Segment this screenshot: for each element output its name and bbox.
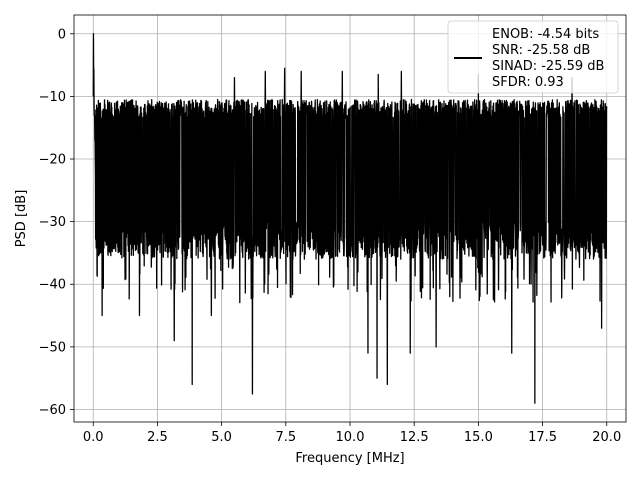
x-axis-title: Frequency [MHz] — [295, 451, 404, 466]
x-tick-label: 12.5 — [400, 430, 429, 445]
y-tick-label: −30 — [39, 215, 66, 230]
y-tick-label: −20 — [39, 153, 66, 168]
x-tick-label: 7.5 — [275, 430, 296, 445]
legend-entry-sfdr: SFDR: 0.93 — [492, 75, 564, 90]
x-tick-label: 20.0 — [592, 430, 621, 445]
legend-entry-enob: ENOB: -4.54 bits — [492, 27, 599, 42]
y-tick-label: −40 — [39, 278, 66, 293]
legend-box — [447, 20, 619, 94]
y-tick-label: −50 — [39, 340, 66, 355]
x-tick-label: 5.0 — [211, 430, 232, 445]
x-tick-label: 2.5 — [147, 430, 168, 445]
series-layer — [92, 33, 608, 404]
x-tick-label: 0.0 — [83, 430, 104, 445]
y-tick-label: −10 — [39, 90, 66, 105]
legend-entry-sinad: SINAD: -25.59 dB — [492, 59, 604, 74]
legend: ENOB: -4.54 bits SNR: -25.58 dB SINAD: -… — [447, 20, 619, 94]
x-tick-label: 10.0 — [336, 430, 365, 445]
y-tick-label: −60 — [39, 403, 66, 418]
x-tick-label: 17.5 — [528, 430, 557, 445]
x-tick-label: 15.0 — [464, 430, 493, 445]
y-axis-title: PSD [dB] — [14, 190, 29, 248]
ticks-layer: 0.0 2.5 5.0 7.5 10.0 12.5 15.0 17.5 20.0 0 −10 −20 −… — [39, 27, 622, 445]
y-tick-label: 0 — [58, 27, 66, 42]
psd-series-line — [92, 33, 608, 404]
legend-entry-snr: SNR: -25.58 dB — [492, 43, 590, 58]
